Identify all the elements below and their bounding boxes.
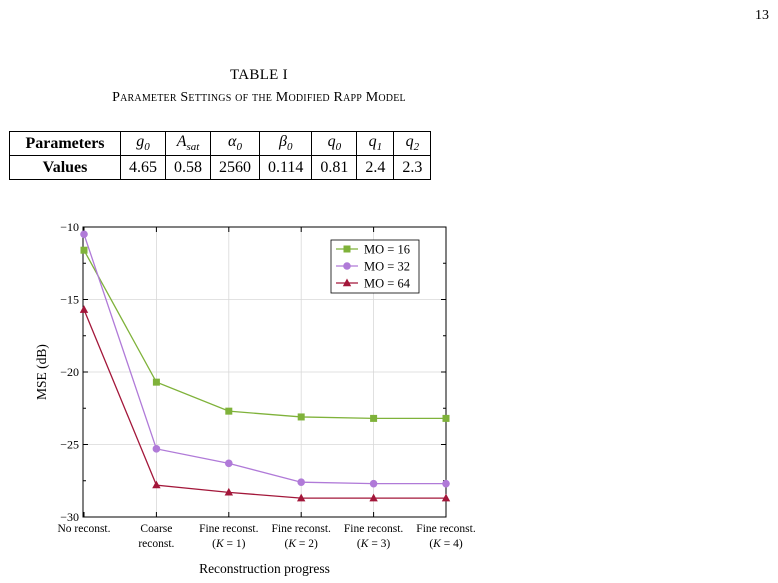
y-tick-label: −10	[60, 220, 79, 234]
data-point-triangle	[79, 305, 89, 313]
x-tick-label: Fine reconst.	[416, 523, 476, 535]
parameter-table: Parameters g0 Asat α0 β0 q0 q1 q2 Values…	[9, 131, 432, 180]
data-point-triangle	[369, 493, 378, 502]
x-tick-label: (K = 3)	[357, 538, 391, 550]
header-cell-q0: q0	[311, 131, 358, 156]
legend-marker	[343, 262, 351, 270]
data-point-circle	[369, 479, 378, 488]
data-point-triangle	[441, 493, 451, 502]
legend-label: MO = 16	[364, 243, 410, 257]
series-line-circle	[83, 234, 446, 485]
header-cell-q1: q1	[356, 131, 395, 156]
page-number: 13	[755, 8, 769, 23]
data-point-triangle	[152, 480, 161, 489]
data-point-circle	[152, 445, 161, 453]
y-tick-label: −15	[60, 293, 79, 307]
x-tick-label: Coarse	[140, 523, 172, 535]
legend-label: MO = 32	[364, 260, 410, 274]
x-axis-label: Reconstruction progress	[199, 561, 330, 576]
table-header-row: Parameters g0 Asat α0 β0 q0 q1 q2	[9, 131, 432, 156]
header-cell-q2: q2	[393, 131, 432, 156]
legend-label: MO = 64	[364, 277, 411, 291]
x-tick-label: reconst.	[138, 538, 174, 550]
y-axis-label: MSE (dB)	[34, 344, 49, 400]
y-tick-label: −30	[60, 510, 79, 524]
y-tick-label: −25	[60, 438, 79, 452]
x-tick-label: No reconst.	[57, 523, 110, 535]
value-cell-asat: 0.58	[165, 155, 211, 180]
y-tick-label: −20	[60, 365, 79, 379]
data-point-triangle	[297, 493, 306, 502]
value-cell-beta0: 0.114	[258, 155, 313, 180]
data-point-square	[297, 413, 305, 421]
table-title: Parameter Settings of the Modified Rapp …	[112, 90, 406, 105]
series-line-square	[83, 249, 446, 420]
legend-marker	[343, 245, 351, 253]
data-point-square	[442, 414, 450, 422]
data-point-circle	[442, 479, 450, 488]
data-point-square	[225, 407, 233, 415]
data-point-circle	[297, 478, 306, 487]
data-point-square	[80, 246, 88, 254]
header-cell-g0: g0	[120, 131, 166, 156]
mse-line-chart: −30 −25 −20 −15 −10 No reconst. Coarse reconst.…	[34, 220, 476, 576]
x-tick-label: (K = 4)	[429, 538, 463, 550]
data-point-triangle	[224, 487, 233, 496]
x-tick-label: (K = 1)	[212, 538, 246, 550]
value-cell-q0: 0.81	[311, 155, 358, 180]
value-cell-alpha0: 2560	[210, 155, 260, 180]
header-cell-parameters: Parameters	[9, 131, 121, 156]
values-row-label: Values	[9, 155, 121, 180]
x-tick-label: Fine reconst.	[199, 523, 259, 535]
data-point-square	[152, 378, 160, 386]
x-tick-label: Fine reconst.	[271, 523, 331, 535]
series-line-triangle	[83, 309, 446, 499]
header-cell-asat: Asat	[165, 131, 211, 156]
x-tick-label: Fine reconst.	[344, 523, 404, 535]
x-tick-label: (K = 2)	[285, 538, 319, 550]
header-cell-alpha0: α0	[210, 131, 260, 156]
header-cell-beta0: β0	[258, 131, 313, 156]
data-point-circle	[225, 459, 233, 468]
value-cell-q1: 2.4	[356, 155, 395, 180]
table-values-row: Values 4.65 0.58 2560 0.114 0.81 2.4 2.3	[9, 155, 432, 180]
value-cell-g0: 4.65	[120, 155, 166, 180]
value-cell-q2: 2.3	[393, 155, 432, 180]
table-label: TABLE I	[230, 67, 288, 83]
data-point-square	[370, 414, 378, 422]
data-point-circle	[80, 230, 88, 239]
legend-marker	[342, 278, 352, 287]
